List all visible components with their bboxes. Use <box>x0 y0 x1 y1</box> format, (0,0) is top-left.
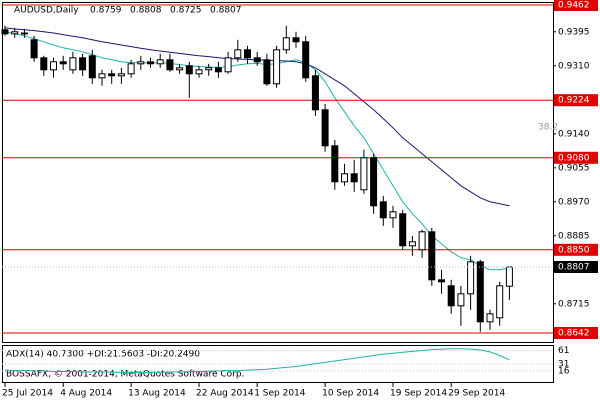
candle-body <box>11 31 19 35</box>
adx-line <box>4 348 510 373</box>
candle-body <box>496 285 504 319</box>
candle-body <box>147 61 154 65</box>
candle-body <box>467 261 475 295</box>
candle-body <box>88 55 96 79</box>
y-tick-label: 0.8715 <box>558 299 590 309</box>
level-box <box>554 0 598 11</box>
candle-body <box>273 49 281 85</box>
watermark: BOSSAFX, © 2001-2014, MetaQuotes Softwar… <box>6 370 244 380</box>
candle-body <box>214 67 222 73</box>
candle-body <box>321 109 329 147</box>
candle-body <box>399 213 407 247</box>
level-label: 0.8850 <box>558 245 590 255</box>
candle-body <box>428 231 436 281</box>
level-box <box>554 94 598 107</box>
candle-body <box>438 279 445 283</box>
candle-body <box>389 211 397 219</box>
candle-body <box>185 65 193 75</box>
candle-body <box>166 59 174 71</box>
candle-body <box>205 67 213 71</box>
candle-body <box>195 69 203 75</box>
symbol-title: AUDUSD,Daily <box>14 6 79 16</box>
candle-body <box>20 32 28 35</box>
header-value: 0.8759 <box>90 6 122 16</box>
x-tick-label: 29 Sep 2014 <box>448 389 505 399</box>
level-box <box>554 151 598 164</box>
candle-body <box>156 59 164 65</box>
indicator-tick-label: 31 <box>558 360 569 370</box>
x-tick-label: 10 Sep 2014 <box>322 389 379 399</box>
x-tick-label: 22 Aug 2014 <box>196 389 254 399</box>
candle-body <box>350 173 358 183</box>
candle-body <box>137 61 145 65</box>
y-tick-label: 0.9140 <box>558 129 590 139</box>
header: AUDUSD,Daily <box>14 6 79 16</box>
indicator-tick-label: 16 <box>558 367 570 377</box>
y-tick-label: 0.8970 <box>558 197 590 207</box>
candle-body <box>50 61 57 71</box>
candle-body <box>176 67 184 71</box>
indicator-tick-label: 61 <box>558 346 569 356</box>
x-tick-label: 13 Aug 2014 <box>128 389 186 399</box>
candle-body <box>505 266 513 287</box>
fib-label: 38.2 <box>538 123 558 133</box>
current-price-label: 0.8807 <box>558 263 590 273</box>
level-box <box>554 243 598 256</box>
level-box <box>554 327 598 339</box>
x-tick-label: 4 Aug 2014 <box>60 389 112 399</box>
level-label: 0.9224 <box>558 96 590 106</box>
candle-body <box>476 261 484 323</box>
candle-body <box>379 201 387 219</box>
x-tick-label: 25 Jul 2014 <box>2 389 53 399</box>
candle-body <box>263 59 271 85</box>
level-label: 0.9462 <box>558 1 590 11</box>
candle-body <box>224 57 232 73</box>
candle-body <box>302 41 310 79</box>
y-tick-label: 0.9310 <box>558 61 590 71</box>
candle-body <box>30 39 38 59</box>
candle-body <box>234 49 242 59</box>
candle-body <box>108 73 116 77</box>
candle-body <box>370 157 378 207</box>
candle-body <box>79 57 87 71</box>
candle-body <box>244 49 251 59</box>
candle-body <box>457 293 465 307</box>
x-tick-label: 19 Sep 2014 <box>390 389 447 399</box>
indicator-label: ADX(14) 40.7300 +DI:21.5603 -DI:20.2490 <box>6 350 200 360</box>
candle-body <box>69 57 77 71</box>
candle-body <box>98 73 106 79</box>
x-tick-label: 1 Sep 2014 <box>254 389 306 399</box>
header-value: 0.8807 <box>210 6 242 16</box>
y-tick-label: 0.9395 <box>558 27 590 37</box>
candle-body <box>311 75 319 111</box>
candle-body <box>486 313 494 323</box>
candle-body <box>331 145 339 183</box>
level-label: 0.9080 <box>558 153 590 163</box>
candle-body <box>418 231 426 251</box>
y-tick-label: 0.9055 <box>558 163 590 173</box>
level-label: 0.8642 <box>558 329 590 339</box>
candle-body <box>59 61 67 65</box>
main-panel <box>2 2 554 343</box>
candle-body <box>127 63 135 75</box>
candle-body <box>1 29 9 35</box>
candle-body <box>341 173 348 183</box>
header-value: 0.8808 <box>130 6 162 16</box>
candle-body <box>292 37 300 43</box>
candle-body <box>117 73 125 77</box>
candle-body <box>447 285 455 307</box>
header-value: 0.8725 <box>170 6 202 16</box>
candle-body <box>253 57 261 63</box>
current-price-box <box>554 261 598 273</box>
y-tick-label: 0.8885 <box>558 231 590 241</box>
candle-body <box>282 37 290 51</box>
candle-body <box>360 157 368 191</box>
candle-body <box>40 57 48 71</box>
candle-body <box>408 241 416 247</box>
